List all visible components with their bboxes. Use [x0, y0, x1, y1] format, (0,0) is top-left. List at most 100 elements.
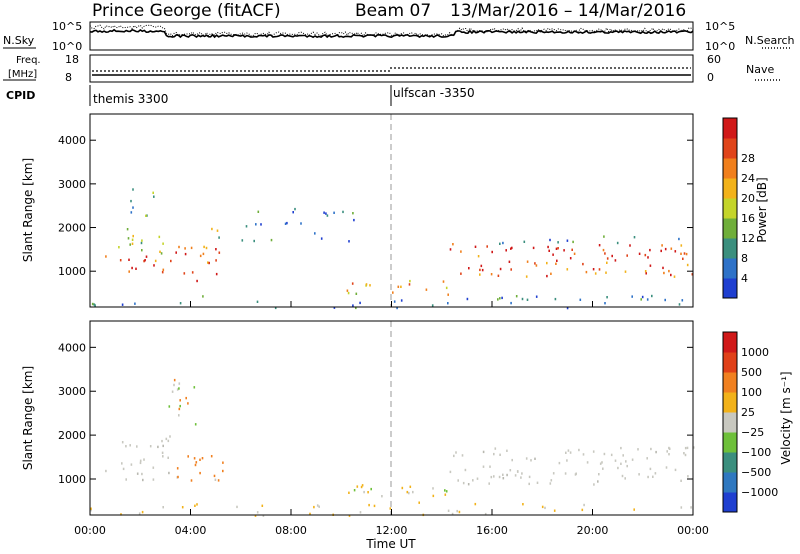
- colorbar-tick-label: 25: [741, 406, 755, 419]
- range-gate-cell: [162, 455, 164, 458]
- colorbar-tick-label: 100: [741, 386, 762, 399]
- range-gate-cell: [194, 423, 197, 426]
- range-gate-cell: [604, 302, 606, 305]
- range-gate-cell: [502, 473, 504, 476]
- range-gate-cell: [286, 221, 288, 225]
- range-gate-cell: [565, 451, 567, 454]
- range-gate-cell: [131, 238, 134, 241]
- range-gate-cell: [190, 479, 193, 482]
- range-gate-cell: [646, 457, 648, 460]
- colorbar-tick-label: 12: [741, 232, 755, 245]
- range-gate-cell: [326, 214, 329, 217]
- range-gate-cell: [406, 490, 409, 494]
- colorbar-swatch: [723, 332, 737, 353]
- range-gate-cell: [381, 495, 383, 498]
- range-gate-cell: [489, 465, 491, 468]
- range-gate-cell: [626, 464, 628, 468]
- range-gate-cell: [143, 458, 145, 461]
- range-gate-cell: [526, 260, 529, 263]
- range-gate-cell: [567, 449, 570, 452]
- range-gate-cell: [579, 298, 582, 301]
- range-gate-cell: [218, 236, 220, 239]
- range-gate-cell: [616, 241, 619, 245]
- range-gate-cell: [614, 259, 617, 262]
- range-gate-cell: [592, 268, 595, 271]
- range-gate-cell: [592, 450, 595, 453]
- range-gate-cell: [447, 302, 449, 305]
- freq-panel: Freq. [MHz] Nave 18 8 60 0: [3, 53, 780, 84]
- colorbar-swatch: [723, 178, 737, 199]
- range-gate-cell: [152, 191, 154, 194]
- range-gate-cell: [693, 446, 695, 449]
- range-gate-cell: [637, 448, 639, 451]
- range-gate-cell: [493, 452, 495, 456]
- range-gate-cell: [598, 473, 600, 476]
- colorbar-swatch: [723, 258, 737, 279]
- range-gate-cell: [158, 235, 161, 239]
- range-gate-cell: [236, 505, 238, 509]
- range-gate-cell: [680, 252, 682, 255]
- range-gate-cell: [393, 300, 396, 303]
- range-gate-cell: [602, 248, 605, 252]
- range-gate-cell: [511, 246, 513, 250]
- range-gate-cell: [401, 486, 404, 490]
- range-gate-cell: [179, 404, 181, 408]
- range-gate-cell: [535, 295, 538, 298]
- freq-tick-top: 18: [65, 53, 79, 66]
- range-gate-cell: [162, 268, 165, 271]
- colorbar-swatch: [723, 218, 737, 239]
- colorbar-tick-label: 1000: [741, 346, 769, 359]
- range-gate-cell: [130, 211, 133, 214]
- range-gate-cell: [525, 275, 528, 278]
- range-gate-cell: [457, 479, 459, 482]
- range-gate-cell: [270, 238, 273, 242]
- colorbar-swatch: [723, 492, 737, 513]
- range-gate-cell: [534, 457, 536, 460]
- range-gate-cell: [566, 306, 569, 310]
- range-gate-cell: [624, 270, 627, 273]
- range-gate-cell: [187, 402, 189, 405]
- range-gate-cell: [139, 461, 142, 465]
- range-gate-cell: [665, 466, 668, 469]
- range-gate-cell: [466, 297, 469, 301]
- range-gate-cell: [686, 263, 689, 267]
- range-gate-cell: [176, 467, 179, 470]
- colorbar-swatch: [723, 412, 737, 433]
- range-gate-cell: [467, 483, 470, 486]
- range-gate-cell: [581, 508, 584, 512]
- range-gate-cell: [130, 199, 132, 203]
- range-gate-cell: [453, 454, 455, 458]
- range-gate-cell: [292, 211, 294, 214]
- range-gate-cell: [370, 487, 372, 491]
- velocity-colorbar-label: Velocity [m s⁻¹]: [779, 371, 793, 464]
- range-gate-cell: [532, 246, 535, 250]
- range-gate-cell: [409, 279, 411, 283]
- range-gate-cell: [606, 261, 608, 264]
- range-gate-cell: [408, 283, 411, 286]
- range-gate-cell: [510, 301, 512, 305]
- cpid-segment-2: ulfscan -3350: [393, 86, 475, 100]
- range-gate-cell: [392, 291, 394, 294]
- range-gate-cell: [549, 482, 552, 485]
- range-gate-cell: [673, 275, 676, 278]
- y-tick-label: 4000: [58, 134, 86, 147]
- colorbar-tick-label: 28: [741, 152, 755, 165]
- range-gate-cell: [474, 502, 477, 506]
- range-gate-cell: [91, 302, 94, 306]
- range-gate-cell: [152, 466, 155, 469]
- range-gate-cell: [159, 250, 161, 253]
- range-gate-cell: [161, 271, 164, 274]
- x-tick-label: 04:00: [175, 524, 207, 537]
- range-gate-cell: [175, 251, 177, 254]
- range-gate-cell: [617, 466, 619, 470]
- range-gate-cell: [352, 212, 354, 215]
- range-gate-cell: [136, 472, 139, 475]
- range-gate-cell: [314, 232, 316, 235]
- range-gate-cell: [611, 254, 613, 258]
- range-gate-cell: [645, 272, 647, 275]
- range-gate-cell: [490, 475, 493, 479]
- range-gate-cell: [624, 477, 626, 480]
- range-gate-cell: [202, 295, 204, 298]
- range-gate-cell: [333, 211, 335, 214]
- range-gate-cell: [199, 471, 201, 475]
